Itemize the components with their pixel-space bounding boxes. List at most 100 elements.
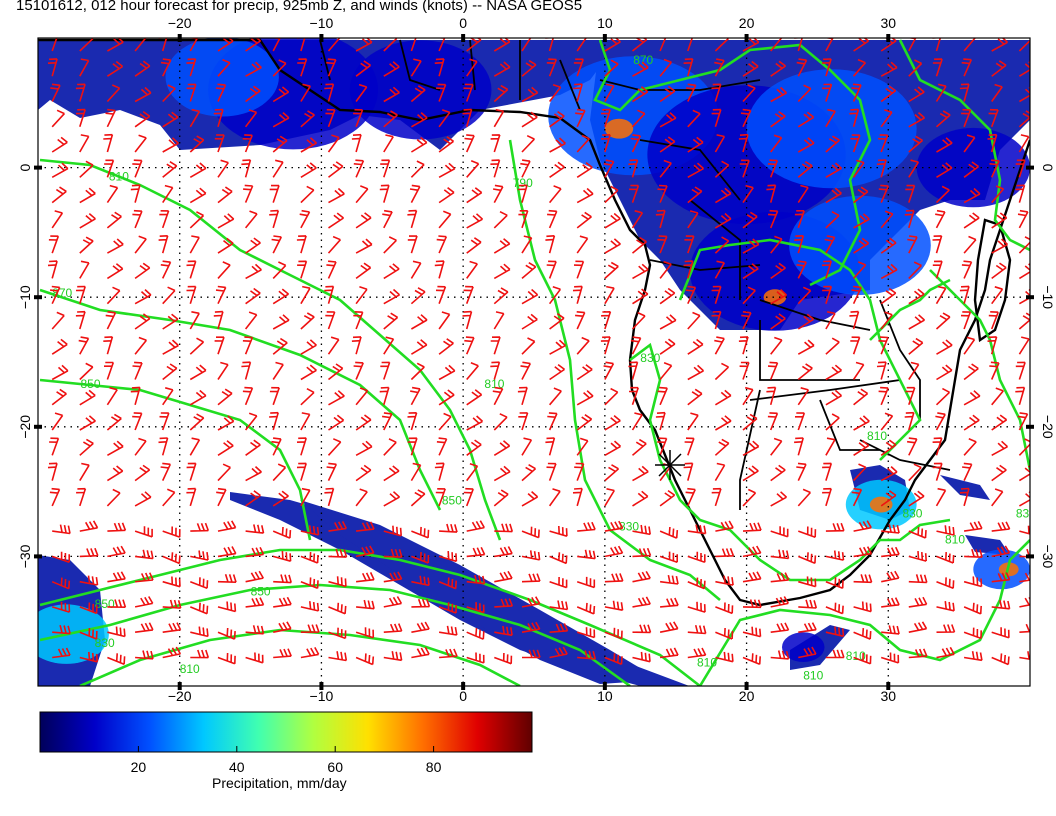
lat-tick-label-right: −20 bbox=[1040, 415, 1056, 439]
wind-barb bbox=[770, 134, 783, 153]
wind-barb bbox=[1019, 651, 1030, 661]
wind-barb bbox=[687, 210, 699, 229]
wind-barb bbox=[546, 462, 557, 481]
wind-barb bbox=[438, 136, 454, 153]
wind-barb bbox=[47, 260, 58, 279]
wind-barb bbox=[134, 38, 147, 52]
wind-barb bbox=[685, 285, 697, 305]
wind-barb bbox=[245, 652, 264, 664]
wind-barb bbox=[463, 83, 474, 102]
wind-barb bbox=[1015, 386, 1026, 406]
wind-barb bbox=[134, 622, 154, 633]
wind-barb bbox=[103, 133, 114, 153]
wind-barb bbox=[300, 285, 311, 305]
wind-barb bbox=[162, 599, 182, 609]
wind-barb bbox=[355, 83, 368, 102]
wind-barb bbox=[324, 285, 335, 304]
wind-barb bbox=[217, 440, 234, 456]
wind-barb bbox=[269, 411, 279, 431]
wind-barb bbox=[659, 58, 673, 77]
wind-barb bbox=[300, 364, 317, 381]
wind-barb bbox=[272, 86, 290, 103]
wind-barb bbox=[825, 162, 843, 178]
wind-barb bbox=[687, 647, 707, 659]
wind-barb bbox=[300, 647, 320, 659]
wind-barb bbox=[549, 623, 569, 633]
wind-barb bbox=[356, 521, 375, 532]
wind-barb bbox=[770, 336, 783, 355]
wind-barb bbox=[825, 413, 840, 431]
wind-barb bbox=[796, 58, 808, 77]
wind-barb bbox=[353, 311, 364, 330]
wind-barb bbox=[490, 134, 501, 153]
wind-barb bbox=[107, 599, 127, 608]
wind-barb bbox=[52, 647, 71, 659]
wind-barb bbox=[961, 108, 972, 128]
wind-barb bbox=[1019, 288, 1030, 305]
wind-barb bbox=[631, 438, 647, 456]
wind-barb bbox=[300, 110, 315, 128]
wind-barb bbox=[715, 627, 734, 640]
wind-barb bbox=[853, 520, 872, 532]
wind-barb bbox=[714, 134, 726, 153]
wind-barb bbox=[881, 625, 900, 635]
wind-barb bbox=[439, 648, 458, 659]
wind-barb bbox=[383, 110, 398, 128]
wind-barb bbox=[797, 161, 813, 178]
wind-barb bbox=[659, 551, 678, 563]
wind-barb bbox=[770, 110, 786, 128]
wind-barb bbox=[49, 437, 60, 456]
wind-barb bbox=[521, 288, 539, 305]
wind-barb bbox=[79, 627, 98, 640]
wind-barb bbox=[162, 84, 176, 103]
wind-barb bbox=[991, 627, 1010, 639]
wind-barb bbox=[880, 210, 894, 229]
wind-barb bbox=[272, 526, 292, 539]
wind-barb bbox=[683, 462, 694, 481]
wind-barb bbox=[462, 310, 473, 330]
wind-barb bbox=[296, 437, 307, 456]
wind-barb bbox=[630, 134, 642, 153]
wind-barb bbox=[466, 520, 485, 532]
wind-barb bbox=[438, 551, 458, 563]
wind-barb bbox=[383, 86, 400, 103]
contour-line bbox=[869, 278, 951, 341]
wind-barb bbox=[383, 236, 397, 254]
wind-barb bbox=[355, 627, 375, 639]
wind-barb bbox=[545, 38, 555, 52]
wind-barb bbox=[767, 159, 779, 178]
contour-line bbox=[929, 269, 1030, 471]
wind-barb bbox=[657, 184, 668, 203]
wind-barb bbox=[742, 238, 760, 254]
wind-barb bbox=[355, 440, 373, 457]
wind-barb bbox=[880, 85, 897, 103]
wind-barb bbox=[576, 437, 589, 456]
wind-barb bbox=[466, 389, 483, 406]
wind-barb bbox=[326, 462, 338, 481]
wind-barb bbox=[603, 159, 615, 178]
wind-barb bbox=[383, 438, 397, 456]
lat-tick-label-right: −30 bbox=[1040, 545, 1056, 569]
wind-barb bbox=[493, 413, 508, 431]
wind-barb bbox=[300, 577, 319, 590]
wind-barb bbox=[687, 388, 703, 406]
wind-barb bbox=[991, 653, 1010, 666]
wind-barb bbox=[410, 136, 428, 153]
lon-tick-label-bottom: −20 bbox=[168, 688, 192, 704]
wind-barb bbox=[78, 336, 90, 355]
wind-barb bbox=[186, 462, 197, 481]
wind-barb bbox=[600, 336, 611, 355]
wind-barb bbox=[466, 602, 485, 614]
wind-barb bbox=[715, 575, 734, 586]
wind-barb bbox=[797, 111, 815, 128]
wind-barb bbox=[409, 184, 421, 203]
wind-barb bbox=[880, 652, 900, 664]
wind-barb bbox=[328, 602, 347, 615]
wind-barb bbox=[577, 521, 596, 532]
wind-barb bbox=[189, 337, 205, 355]
wind-barb bbox=[162, 387, 174, 406]
wind-barb bbox=[576, 627, 596, 639]
wind-barb bbox=[190, 577, 209, 589]
wind-barb bbox=[383, 38, 398, 52]
wind-barb bbox=[186, 83, 197, 102]
